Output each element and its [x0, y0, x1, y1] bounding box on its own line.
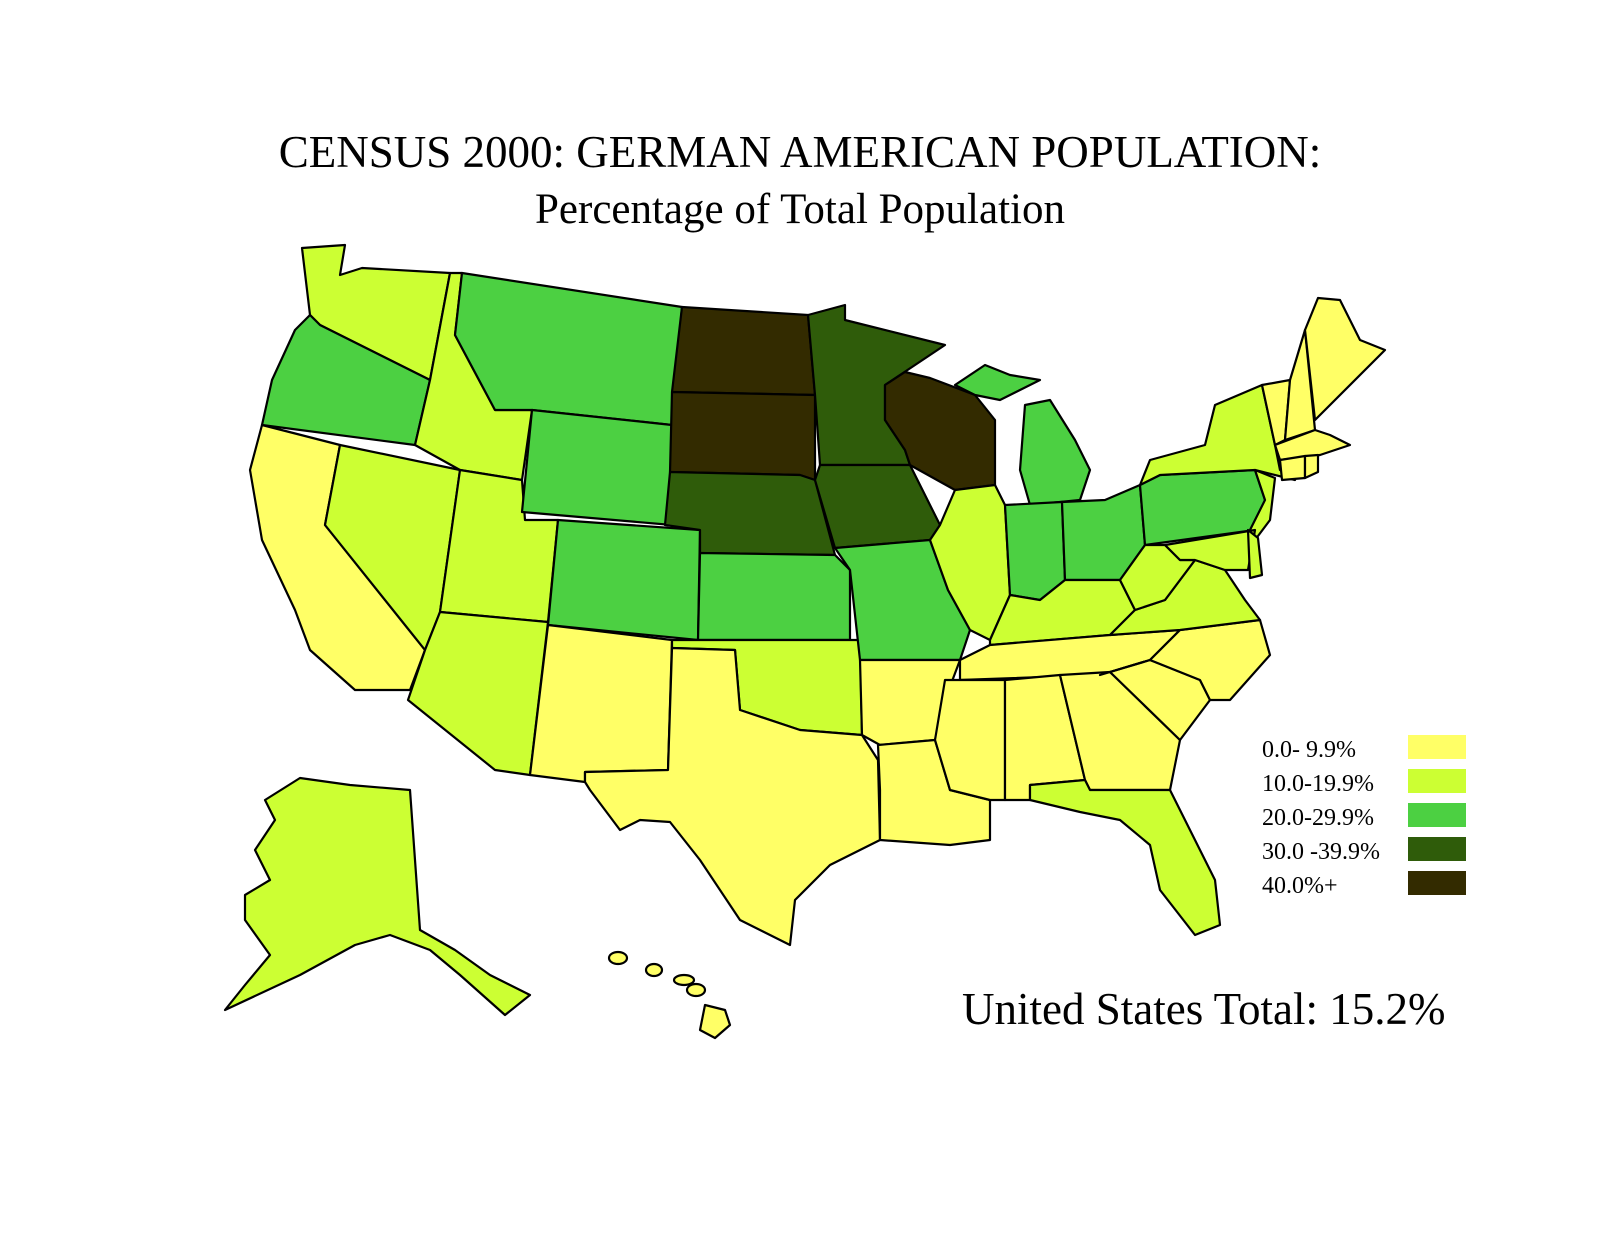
state-michigan — [1018, 398, 1092, 507]
state-alaska — [223, 776, 532, 1017]
legend-item: 40.0%+ — [1262, 871, 1477, 905]
legend-item: 0.0- 9.9% — [1262, 735, 1477, 769]
state-maine — [1303, 296, 1387, 422]
legend-swatch — [1408, 837, 1466, 861]
state-illinois — [928, 483, 1012, 642]
legend-swatch — [1408, 871, 1466, 895]
legend-swatch — [1408, 769, 1466, 793]
legend-swatch — [1408, 735, 1466, 759]
state-wyoming — [520, 408, 674, 527]
legend-label: 30.0 -39.9% — [1262, 839, 1380, 865]
legend-item: 30.0 -39.9% — [1262, 837, 1477, 871]
hawaii-island-maui — [685, 982, 707, 998]
state-florida — [1028, 778, 1222, 937]
state-connecticut — [1278, 454, 1307, 482]
state-michigan-upper — [953, 363, 1042, 402]
hawaii-island-kauai — [607, 950, 629, 966]
map-title: CENSUS 2000: GERMAN AMERICAN POPULATION: — [278, 127, 1322, 177]
state-new-mexico — [528, 623, 674, 784]
state-maryland — [1163, 528, 1257, 572]
us-total-label: United States Total: 15.2% — [962, 984, 1446, 1034]
state-texas — [583, 646, 882, 947]
state-kansas — [696, 551, 852, 642]
legend-label: 10.0-19.9% — [1262, 771, 1374, 797]
state-delaware — [1246, 528, 1264, 580]
legend-item: 10.0-19.9% — [1262, 769, 1477, 803]
state-oregon — [260, 313, 432, 447]
state-rhode-island — [1303, 453, 1320, 480]
map-legend: 0.0- 9.9% 10.0-19.9% 20.0-29.9% 30.0 -39… — [1262, 735, 1477, 905]
state-iowa — [813, 463, 942, 550]
state-south-dakota — [668, 390, 817, 482]
hawaii-island-oahu — [644, 962, 664, 978]
state-hawaii — [607, 950, 732, 1040]
state-colorado — [546, 518, 702, 642]
legend-label: 20.0-29.9% — [1262, 805, 1374, 831]
state-indiana — [1003, 500, 1067, 602]
hawaii-island-molokai — [672, 973, 696, 987]
legend-label: 40.0%+ — [1262, 873, 1338, 899]
state-north-dakota — [670, 305, 817, 397]
legend-swatch — [1408, 803, 1466, 827]
map-subtitle: Percentage of Total Population — [535, 186, 1065, 233]
state-north-carolina — [1098, 618, 1272, 702]
legend-item: 20.0-29.9% — [1262, 803, 1477, 837]
legend-label: 0.0- 9.9% — [1262, 737, 1356, 763]
hawaii-island-big — [698, 1003, 732, 1040]
